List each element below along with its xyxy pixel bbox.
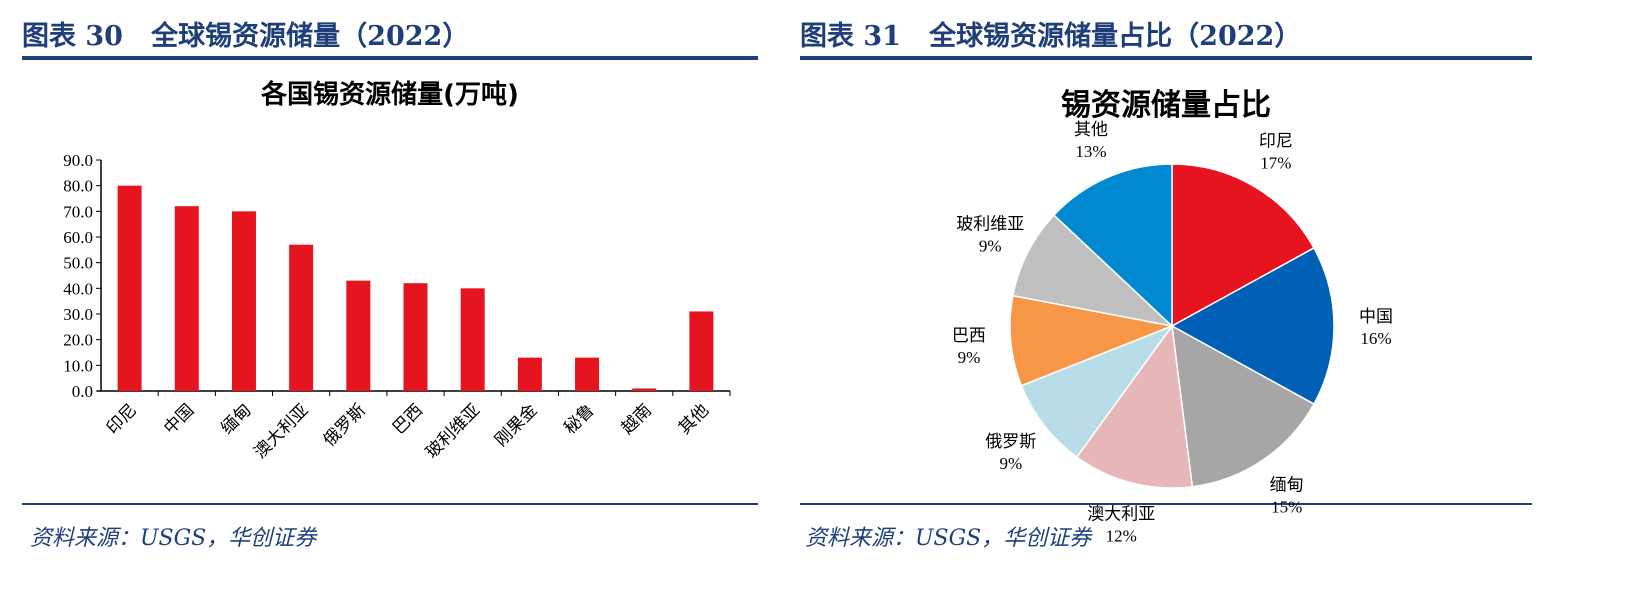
- pie-slice-巴西: [1009, 294, 1175, 387]
- x-tick-label: 印尼: [103, 400, 141, 438]
- x-tick-label: 俄罗斯: [320, 400, 370, 450]
- pie-slice-中国: [1170, 246, 1335, 406]
- y-tick-label: 30.0: [63, 305, 93, 324]
- left-bottom-rule: [22, 503, 758, 505]
- y-tick-label: 0.0: [72, 382, 93, 401]
- bar-其他: [689, 311, 714, 391]
- bar-刚果金: [517, 357, 542, 391]
- pie-percent: 15%: [1271, 498, 1302, 517]
- pie-label: 澳大利亚: [1087, 505, 1155, 525]
- x-tick-label: 玻利维亚: [422, 400, 484, 462]
- x-tick-label: 巴西: [389, 400, 427, 438]
- pie-slice-其他: [1052, 163, 1173, 328]
- right-panel-title: 图表 31 全球锡资源储量占比（2022）: [800, 21, 1302, 52]
- pie-percent: 17%: [1260, 153, 1291, 172]
- bar-巴西: [403, 283, 428, 391]
- pie-slice-印尼: [1171, 163, 1315, 328]
- y-tick-label: 20.0: [63, 331, 93, 350]
- pie-label: 其他: [1074, 120, 1108, 140]
- pie-slice-玻利维亚: [1011, 214, 1175, 328]
- bar-玻利维亚: [460, 288, 485, 391]
- pie-percent: 16%: [1360, 329, 1391, 348]
- bar-越南: [632, 388, 657, 391]
- x-tick-label: 澳大利亚: [250, 400, 312, 462]
- x-tick-label: 越南: [618, 400, 656, 438]
- y-tick-label: 60.0: [63, 228, 93, 247]
- bar-缅甸: [231, 211, 256, 391]
- y-tick-label: 50.0: [63, 254, 93, 273]
- pie-label: 中国: [1359, 307, 1393, 327]
- y-tick-label: 40.0: [63, 279, 93, 298]
- y-tick-label: 10.0: [63, 356, 93, 375]
- pie-percent: 9%: [958, 348, 981, 367]
- bar-chart-title: 各国锡资源储量(万吨): [261, 80, 519, 110]
- pie-slice-澳大利亚: [1075, 324, 1194, 489]
- bar-印尼: [117, 185, 142, 391]
- pie-slice-缅甸: [1171, 324, 1315, 488]
- pie-label: 缅甸: [1270, 476, 1304, 496]
- right-title-rule: [800, 56, 1532, 60]
- bar-俄罗斯: [346, 280, 371, 391]
- y-tick-label: 80.0: [63, 177, 93, 196]
- x-tick-label: 其他: [675, 400, 713, 438]
- x-tick-label: 中国: [160, 400, 198, 438]
- x-tick-label: 刚果金: [491, 400, 541, 450]
- bar-澳大利亚: [289, 244, 314, 391]
- x-tick-label: 缅甸: [217, 400, 255, 438]
- pie-percent: 13%: [1075, 142, 1106, 161]
- right-bottom-rule: [800, 503, 1532, 505]
- pie-slice-俄罗斯: [1020, 324, 1175, 459]
- left-source: 资料来源：USGS，华创证券: [30, 526, 317, 551]
- pie-percent: 9%: [979, 236, 1002, 255]
- pie-chart-title: 锡资源储量占比: [1061, 88, 1271, 123]
- left-title-rule: [22, 56, 758, 60]
- pie-percent: 9%: [999, 454, 1022, 473]
- bar-秘鲁: [575, 357, 600, 391]
- pie-percent: 12%: [1106, 527, 1137, 546]
- bar-中国: [174, 206, 199, 391]
- y-tick-label: 90.0: [63, 151, 93, 170]
- pie-label: 玻利维亚: [956, 214, 1024, 234]
- pie-label: 巴西: [952, 326, 986, 346]
- pie-label: 印尼: [1259, 131, 1293, 151]
- right-source: 资料来源：USGS，华创证券: [805, 526, 1092, 551]
- pie-label: 俄罗斯: [985, 432, 1036, 452]
- left-panel-title: 图表 30 全球锡资源储量（2022）: [22, 21, 470, 52]
- x-tick-label: 秘鲁: [560, 400, 598, 438]
- y-tick-label: 70.0: [63, 202, 93, 221]
